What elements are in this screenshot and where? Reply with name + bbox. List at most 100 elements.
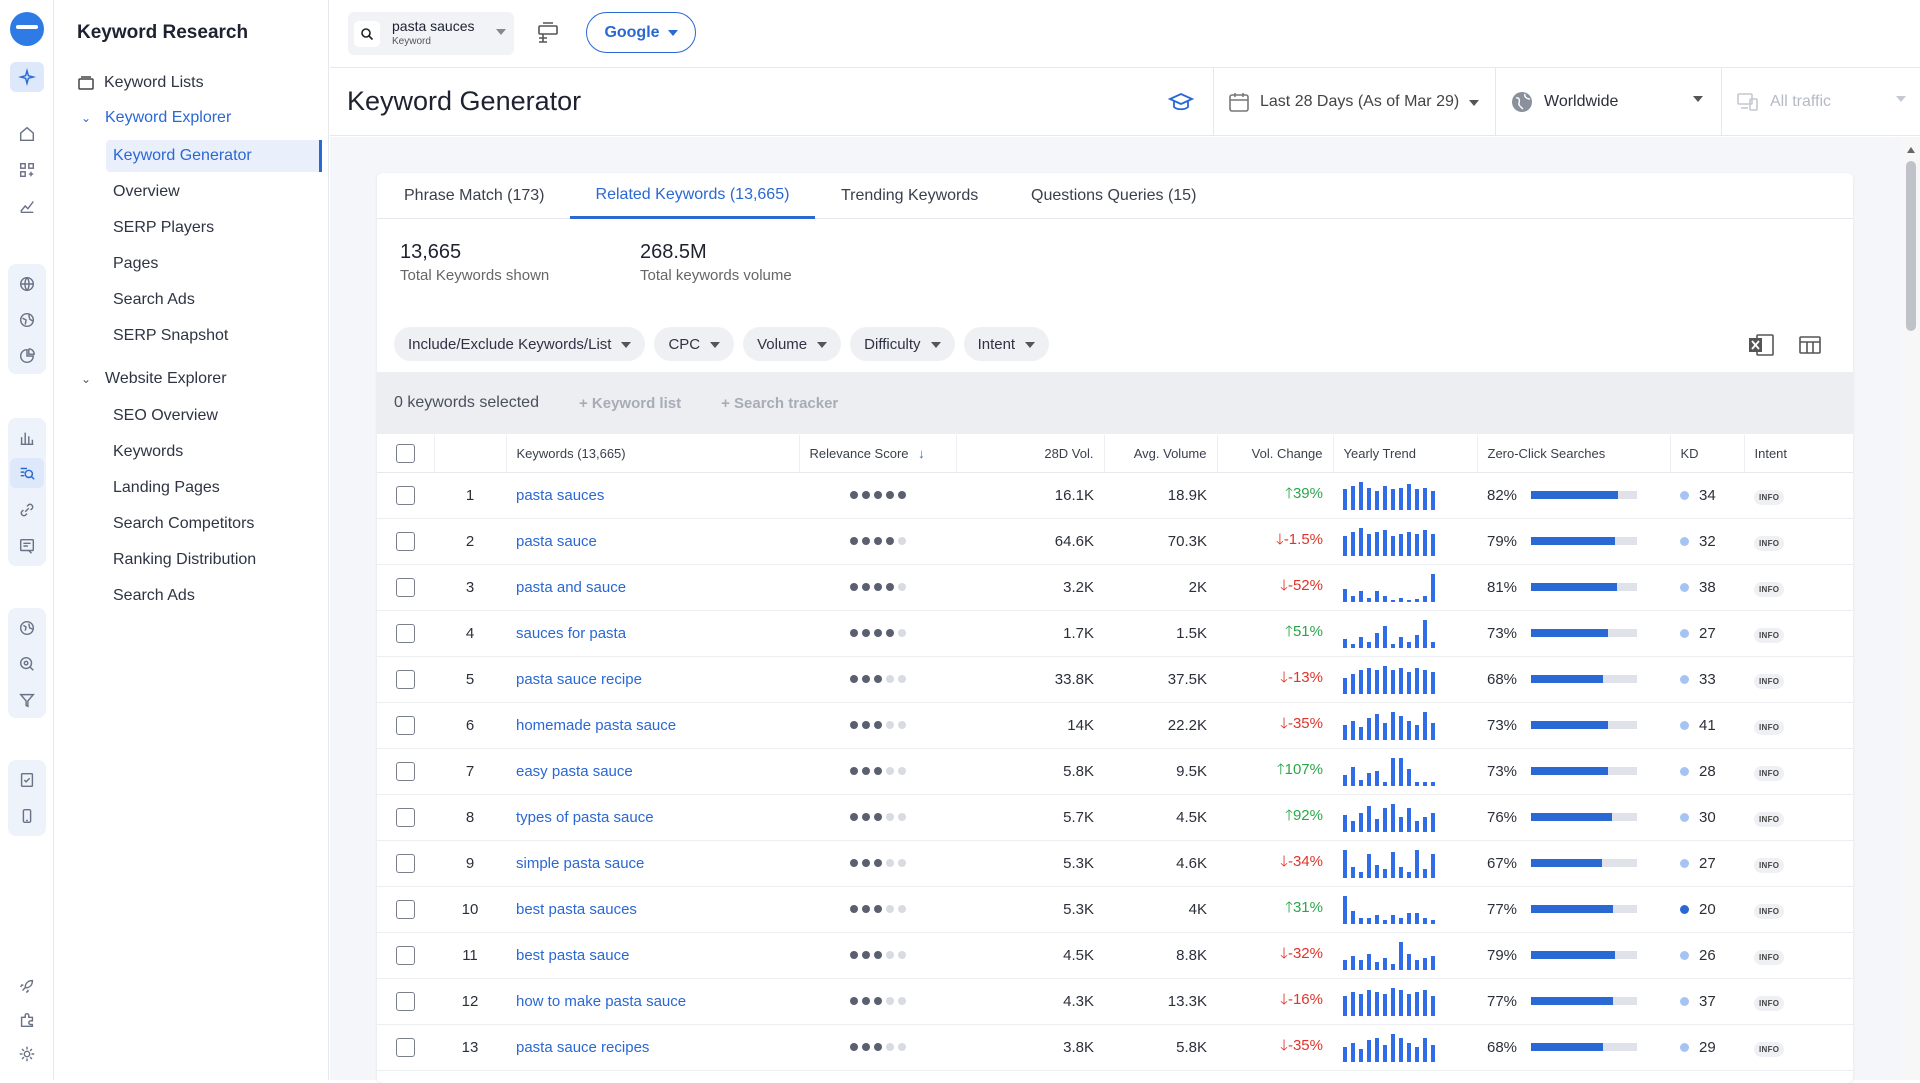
- sidebar-item-search-ads-web[interactable]: Search Ads: [113, 580, 195, 612]
- row-checkbox[interactable]: [396, 945, 415, 965]
- trend-chart-icon[interactable]: [17, 196, 37, 216]
- col-vol-change[interactable]: Vol. Change: [1217, 435, 1334, 473]
- table-row[interactable]: 13 pasta sauce recipes 3.8K 5.8K 🡓-35% 68% 29 I…: [377, 1024, 1853, 1071]
- col-zero-click[interactable]: Zero-Click Searches: [1477, 435, 1671, 473]
- keyword-search-box[interactable]: pasta sauces Keyword: [348, 12, 514, 55]
- rocket-icon[interactable]: [17, 976, 37, 996]
- add-to-keyword-list-button[interactable]: + Keyword list: [578, 394, 682, 412]
- sidebar-item-search-ads[interactable]: Search Ads: [113, 284, 195, 316]
- keyword-link[interactable]: pasta sauce recipe: [516, 670, 642, 688]
- sidebar-item-landing-pages[interactable]: Landing Pages: [113, 472, 220, 504]
- row-checkbox[interactable]: [396, 1037, 415, 1057]
- sidebar-item-pages[interactable]: Pages: [113, 248, 158, 280]
- sidebar-item-ranking-distribution[interactable]: Ranking Distribution: [113, 544, 256, 576]
- scroll-up-arrow-icon[interactable]: [1907, 143, 1915, 153]
- pie-chart-icon[interactable]: [17, 346, 37, 366]
- apps-icon[interactable]: [17, 160, 37, 180]
- sidebar-item-serp-snapshot[interactable]: SERP Snapshot: [113, 320, 228, 352]
- tab-related-keywords[interactable]: Related Keywords (13,665): [570, 173, 815, 219]
- keyword-search-icon[interactable]: [10, 458, 44, 488]
- table-row[interactable]: 10 best pasta sauces 5.3K 4K 🡑31% 77% 20 INFO: [377, 886, 1853, 933]
- row-checkbox[interactable]: [396, 899, 415, 919]
- sidebar-item-keyword-generator[interactable]: Keyword Generator: [106, 140, 322, 172]
- date-range-dropdown[interactable]: Last 28 Days (As of Mar 29): [1213, 68, 1495, 136]
- row-checkbox[interactable]: [396, 485, 415, 505]
- keyword-link[interactable]: pasta and sauce: [516, 578, 627, 596]
- table-row[interactable]: 7 easy pasta sauce 5.8K 9.5K 🡑107% 73% 28 INFO: [377, 748, 1853, 795]
- table-row[interactable]: 5 pasta sauce recipe 33.8K 37.5K 🡓-13% 68% 33 I…: [377, 656, 1853, 703]
- row-checkbox[interactable]: [396, 853, 415, 873]
- row-checkbox[interactable]: [396, 807, 415, 827]
- tab-trending-keywords[interactable]: Trending Keywords: [841, 187, 979, 204]
- keyword-link[interactable]: homemade pasta sauce: [516, 716, 677, 734]
- col-relevance-score[interactable]: Relevance Score ↓: [799, 435, 957, 473]
- link-icon[interactable]: [17, 500, 37, 520]
- sidebar-item-search-competitors[interactable]: Search Competitors: [113, 508, 254, 540]
- vertical-scrollbar[interactable]: [1902, 137, 1920, 1080]
- academy-cap-icon[interactable]: [1167, 90, 1195, 119]
- tab-phrase-match[interactable]: Phrase Match (173): [404, 187, 545, 204]
- row-checkbox[interactable]: [396, 715, 415, 735]
- table-row[interactable]: 4 sauces for pasta 1.7K 1.5K 🡑51% 73% 27 INFO: [377, 610, 1853, 657]
- select-all-checkbox[interactable]: [395, 443, 415, 463]
- col-kd[interactable]: KD: [1670, 435, 1745, 473]
- add-to-search-tracker-button[interactable]: + Search tracker: [721, 394, 839, 412]
- region-dropdown[interactable]: Worldwide: [1495, 68, 1721, 136]
- keyword-link[interactable]: types of pasta sauce: [516, 808, 654, 826]
- sidebar-item-seo-overview[interactable]: SEO Overview: [113, 400, 218, 432]
- filter-volume[interactable]: Volume: [743, 327, 842, 361]
- filter-intent[interactable]: Intent: [963, 327, 1050, 361]
- table-row[interactable]: 11 best pasta sauce 4.5K 8.8K 🡓-32% 79% 26 INFO: [377, 932, 1853, 979]
- row-checkbox[interactable]: [396, 991, 415, 1011]
- excel-export-icon[interactable]: [1747, 333, 1775, 362]
- sidebar-item-overview[interactable]: Overview: [113, 176, 180, 208]
- ai-sparkle-icon[interactable]: [10, 62, 44, 92]
- filter-difficulty[interactable]: Difficulty: [850, 327, 955, 361]
- keyword-link[interactable]: best pasta sauce: [516, 946, 630, 964]
- settings-gear-icon[interactable]: [17, 1044, 37, 1064]
- keyword-link[interactable]: pasta sauce: [516, 532, 597, 550]
- globe-settings-icon[interactable]: [17, 618, 37, 638]
- sidebar-section-keyword-explorer[interactable]: ⌄ Keyword Explorer: [81, 102, 231, 134]
- tab-questions-queries[interactable]: Questions Queries (15): [1031, 187, 1197, 204]
- keyword-link[interactable]: pasta sauce recipes: [516, 1038, 650, 1056]
- sidebar-item-keywords[interactable]: Keywords: [113, 436, 183, 468]
- home-icon[interactable]: [17, 124, 37, 144]
- table-row[interactable]: 9 simple pasta sauce 5.3K 4.6K 🡓-34% 67% 27 INF…: [377, 840, 1853, 887]
- table-row[interactable]: 3 pasta and sauce 3.2K 2K 🡓-52% 81% 38 INFO: [377, 564, 1853, 611]
- filter-cpc[interactable]: CPC: [654, 327, 735, 361]
- scrollbar-thumb[interactable]: [1906, 161, 1916, 331]
- sidebar-section-website-explorer[interactable]: ⌄ Website Explorer: [81, 363, 227, 395]
- keyword-link[interactable]: easy pasta sauce: [516, 762, 633, 780]
- app-logo[interactable]: [10, 12, 44, 46]
- keyword-link[interactable]: best pasta sauces: [516, 900, 637, 918]
- bar-chart-icon[interactable]: [17, 428, 37, 448]
- table-columns-icon[interactable]: [1797, 333, 1823, 362]
- col-avg-volume[interactable]: Avg. Volume: [1104, 435, 1218, 473]
- sidebar-item-keyword-lists[interactable]: Keyword Lists: [77, 67, 204, 99]
- checklist-icon[interactable]: [17, 770, 37, 790]
- keyword-link[interactable]: pasta sauces: [516, 486, 605, 504]
- keyword-link[interactable]: how to make pasta sauce: [516, 992, 687, 1010]
- funnel-icon[interactable]: [17, 690, 37, 710]
- target-search-icon[interactable]: [17, 654, 37, 674]
- globe-network-icon[interactable]: [17, 310, 37, 330]
- row-checkbox[interactable]: [396, 669, 415, 689]
- table-row[interactable]: 8 types of pasta sauce 5.7K 4.5K 🡑92% 76% 30 IN…: [377, 794, 1853, 841]
- search-engine-dropdown[interactable]: Google: [586, 12, 696, 53]
- sidebar-item-serp-players[interactable]: SERP Players: [113, 212, 214, 244]
- table-row[interactable]: 1 pasta sauces 16.1K 18.9K 🡑39% 82% 34 INFO: [377, 472, 1853, 519]
- col-intent[interactable]: Intent: [1744, 435, 1853, 473]
- mobile-icon[interactable]: [17, 806, 37, 826]
- row-checkbox[interactable]: [396, 623, 415, 643]
- puzzle-icon[interactable]: [17, 1010, 37, 1030]
- traffic-dropdown[interactable]: All traffic: [1721, 68, 1920, 136]
- col-keywords[interactable]: Keywords (13,665): [506, 435, 800, 473]
- globe-icon[interactable]: [17, 274, 37, 294]
- table-row[interactable]: 2 pasta sauce 64.6K 70.3K 🡓-1.5% 79% 32 INFO: [377, 518, 1853, 565]
- col-28d-vol[interactable]: 28D Vol.: [956, 435, 1105, 473]
- table-row[interactable]: 6 homemade pasta sauce 14K 22.2K 🡓-35% 73% 41 I…: [377, 702, 1853, 749]
- report-icon[interactable]: [17, 536, 37, 556]
- row-checkbox[interactable]: [396, 761, 415, 781]
- keyword-link[interactable]: sauces for pasta: [516, 624, 627, 642]
